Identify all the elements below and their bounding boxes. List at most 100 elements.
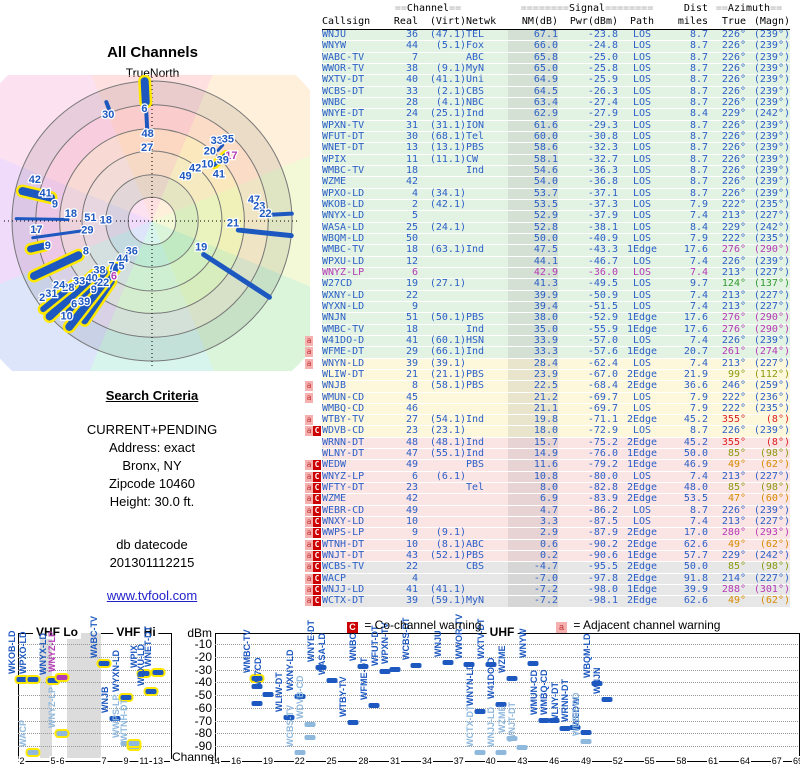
cell-vi: (50.1): [429, 312, 466, 324]
cell-nm: 60.0: [508, 131, 558, 143]
x-tick-label: 6: [58, 756, 66, 766]
cell-mg: (239°): [753, 119, 790, 131]
x-tick-label: 40: [484, 756, 497, 766]
cell-nw: NBC: [466, 96, 485, 108]
table-row: WNYE-DT 24 (25.1) Ind 62.9 -27.9 LOS 8.4 229° (24…: [322, 108, 790, 121]
signal-marker: [548, 718, 560, 724]
cell-mi: 8.7: [689, 96, 708, 108]
cell-nw: Uni: [466, 74, 485, 86]
cell-pw: -25.9: [587, 74, 618, 86]
adjacent-channel-warning-icon: a: [305, 358, 313, 369]
adjacent-channel-warning-icon: a: [305, 426, 313, 437]
cell-nm: 21.1: [508, 403, 558, 415]
signal-marker: [442, 659, 454, 665]
table-row: WNJU 36 (47.1) TEL 67.1 -23.8 LOS 8.7 226° (239°): [322, 29, 790, 42]
cell-tr: 229°: [721, 108, 746, 120]
cell-re: 39: [405, 357, 418, 369]
cell-re: 50: [405, 232, 418, 244]
datecode-block: db datecode 201301112215: [22, 536, 282, 572]
signal-marker-label: WNBC: [348, 633, 359, 662]
cell-re: 43: [405, 550, 418, 562]
column-header: True: [721, 16, 746, 27]
cell-mg: (8°): [765, 436, 790, 448]
table-row: WKOB-LD 2 (42.1) 53.5 -37.3 LOS 7.9 222° (235°): [322, 198, 790, 212]
cell-vi: (42.1): [429, 198, 466, 210]
adjacent-channel-warning-icon: a: [305, 585, 313, 596]
band-label: UHF: [486, 625, 518, 639]
co-channel-warning-icon: C: [313, 517, 321, 528]
radar-channel-label: 41: [213, 169, 225, 181]
cell-vi: (31.1): [429, 119, 466, 131]
signal-marker: [304, 722, 316, 728]
cell-pw: -98.0: [587, 584, 618, 596]
search-line: Bronx, NY: [122, 458, 182, 473]
cell-vi: (52.1): [429, 550, 466, 562]
cell-tr: 261°: [721, 346, 746, 358]
cell-mg: (239°): [753, 153, 790, 165]
cell-mg: (227°): [753, 357, 790, 369]
cell-mi: 8.7: [689, 425, 708, 437]
cell-pw: -69.7: [587, 402, 618, 414]
cell-mi: 7.4: [689, 210, 708, 222]
cell-mg: (62°): [759, 595, 790, 607]
cell-pw: -95.5: [587, 561, 618, 573]
cell-mi: 8.4: [689, 221, 708, 233]
adjacent-channel-warning-icon: a: [305, 335, 313, 346]
adjacent-channel-legend: a = Adjacent channel warning: [556, 618, 720, 633]
cell-pa: LOS: [632, 391, 652, 403]
cell-vi: (8.1): [435, 538, 466, 550]
cell-tr: 229°: [721, 550, 746, 562]
cell-vi: (58.1): [429, 380, 466, 392]
cell-re: 45: [405, 391, 418, 403]
cell-vi: (60.1): [429, 334, 466, 346]
radar-channel-label: 49: [179, 171, 191, 183]
gridline: [215, 656, 798, 658]
cell-cs: WPXO-LD: [322, 187, 365, 199]
x-tick-label: 7: [100, 756, 108, 766]
cell-tr: 124°: [721, 278, 746, 290]
cell-pa: 1Edge: [626, 584, 658, 596]
cell-tr: 226°: [721, 187, 746, 199]
x-tick-label: 28: [357, 756, 370, 766]
cell-tr: 47°: [727, 493, 746, 505]
tvfool-link[interactable]: www.tvfool.com: [106, 588, 198, 603]
cell-nm: 33.3: [508, 347, 558, 358]
cell-mi: 8.7: [689, 40, 708, 52]
cell-pa: 2Edge: [626, 527, 658, 539]
x-tick-label: 9: [122, 756, 130, 766]
radar-channel-label: 30: [102, 109, 114, 121]
signal-marker: [463, 662, 475, 668]
cell-nm: 0.2: [508, 550, 558, 562]
cell-re: 42: [405, 493, 418, 505]
table-row: WNYW 44 (5.1) Fox 66.0 -24.8 LOS 8.7 226° (239°): [322, 40, 790, 53]
cell-vi: (39.1): [429, 357, 466, 369]
table-row: WXNY-LD 22 39.9 -50.9 LOS 7.4 213° (227°): [322, 290, 790, 302]
co-channel-warning-icon: C: [313, 551, 321, 562]
cell-tr: 226°: [721, 504, 746, 516]
cell-pw: -40.9: [587, 232, 618, 244]
cell-mi: 17.6: [683, 323, 708, 335]
signal-marker: [294, 750, 306, 755]
x-tick-label: 58: [675, 756, 688, 766]
cell-pw: -80.0: [587, 470, 618, 482]
signal-marker: [580, 730, 592, 736]
co-channel-legend-text: = Co-channel warning: [364, 618, 482, 632]
cell-nw: ABC: [466, 538, 485, 550]
cell-nw: CBS: [466, 561, 485, 573]
cell-vi: [418, 517, 466, 527]
cell-nm: 10.8: [508, 471, 558, 483]
gridline: [215, 720, 798, 722]
cell-nm: 58.1: [508, 154, 558, 165]
signal-marker-label: WRNN-DT: [560, 679, 571, 723]
radar-channel-label: 9: [45, 240, 51, 252]
cell-mg: (242°): [753, 221, 790, 233]
cell-tr: 226°: [721, 334, 746, 346]
adjacent-channel-warning-icon: a: [305, 347, 313, 358]
cell-cs: WZME: [322, 493, 347, 505]
signal-marker-label: WZME: [496, 705, 507, 734]
cell-mi: 8.7: [689, 176, 708, 188]
cell-re: 10: [405, 516, 418, 528]
co-channel-warning-icon: C: [313, 596, 321, 607]
cell-pw: -62.4: [587, 357, 618, 369]
